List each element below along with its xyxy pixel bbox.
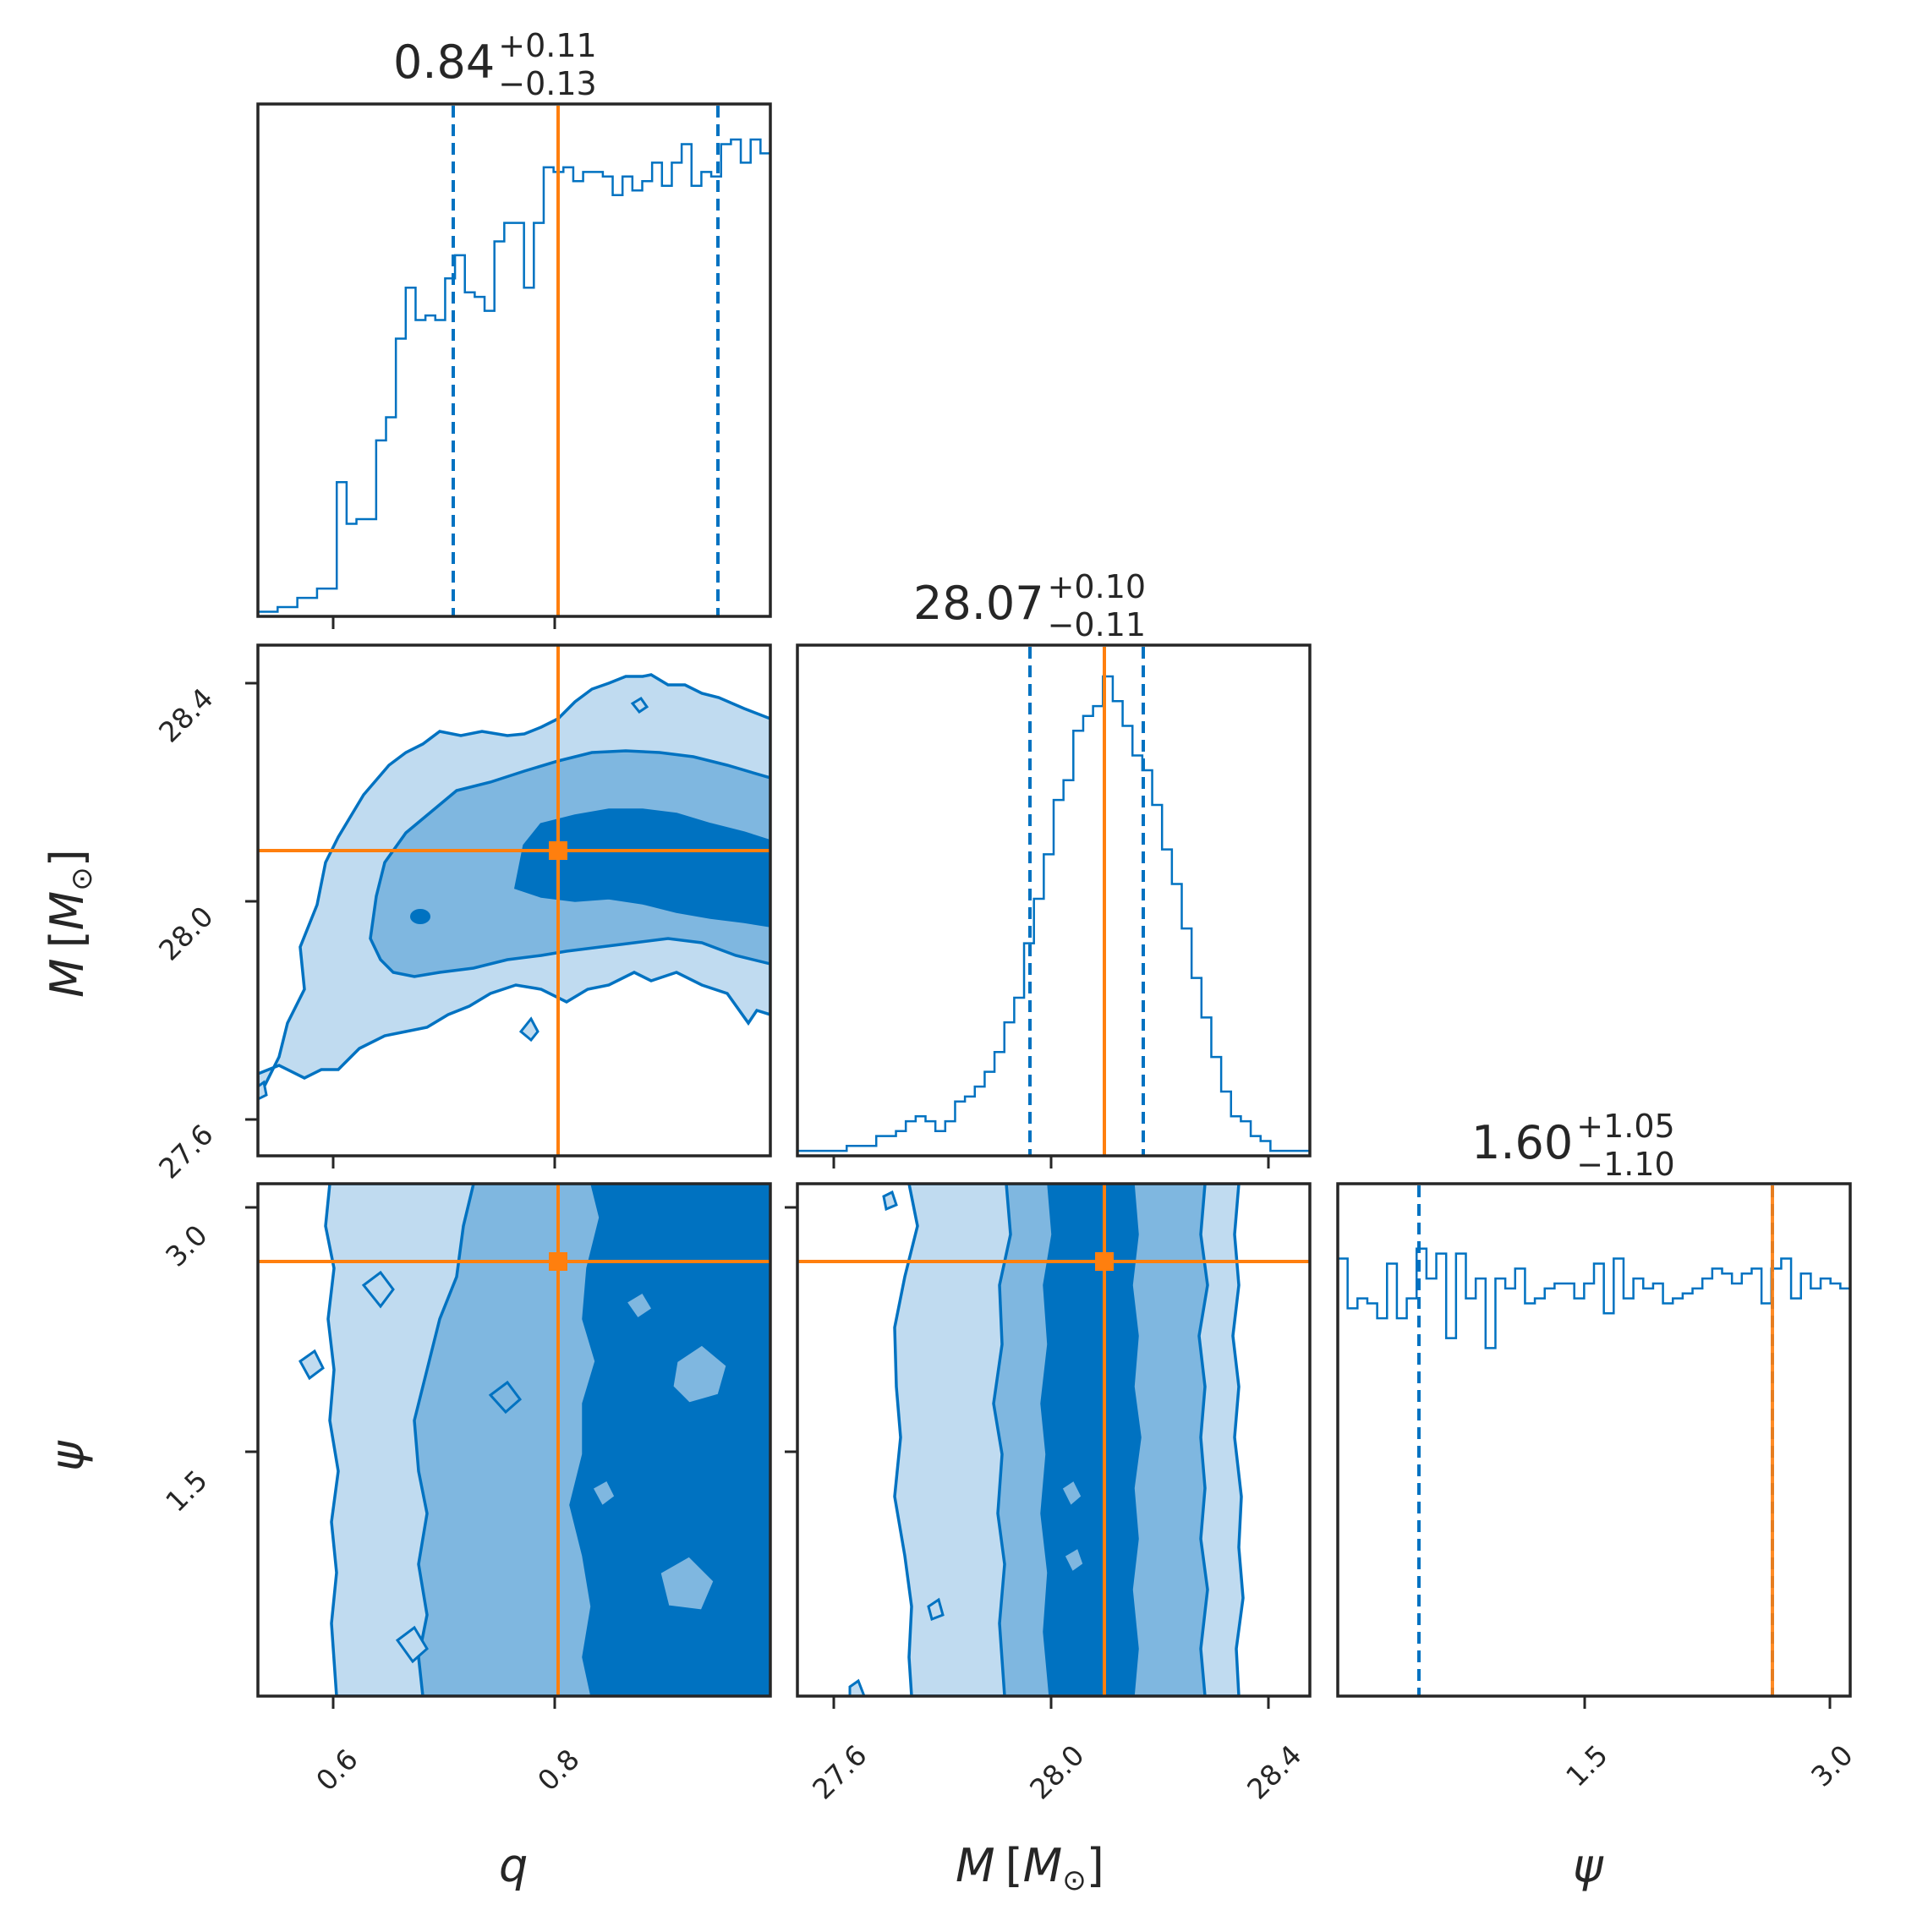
xtick-psi-3.0: 3.0 [1805, 1738, 1860, 1793]
contour-island [589, 1477, 617, 1509]
truth-marker [549, 841, 567, 860]
title-M: 28.07 +0.10 −0.11 [913, 568, 1146, 643]
panel-hist-psi: 1.5 3.0 ψ [1336, 1182, 1860, 1892]
panel-frame [1336, 1182, 1852, 1698]
panel-hist-M [796, 643, 1312, 1158]
contour-island [671, 1343, 729, 1405]
contour-island [882, 1190, 898, 1212]
xlabel-M: M [M⊙] [956, 1839, 1104, 1897]
panel-frame [256, 102, 772, 618]
xtick-M-27.6: 27.6 [806, 1738, 874, 1806]
truth-marker [549, 1252, 567, 1271]
panel-frame [256, 1182, 772, 1698]
shared-x-ticks [331, 616, 1270, 1453]
contour-island [361, 1270, 395, 1309]
title-psi-plus: +1.05 [1576, 1108, 1674, 1145]
contour-island [395, 1625, 429, 1664]
title-M-value: 28.07 [913, 577, 1044, 630]
title-psi: 1.60 +1.05 −1.10 [1471, 1108, 1675, 1183]
title-q: 0.84 +0.11 −0.13 [393, 27, 597, 102]
contour-island [1062, 1545, 1086, 1575]
truth-marker [1095, 1252, 1114, 1271]
panel-q-M: 28.4 28.0 27.6 M[M⊙] [41, 643, 772, 1185]
hist-M-steps [796, 675, 1310, 1156]
contour-island [630, 696, 649, 714]
contour-island [658, 1554, 716, 1612]
xtick-psi-1.5: 1.5 [1559, 1738, 1614, 1793]
contour-island [518, 1016, 540, 1043]
xtick-M-28.4: 28.4 [1241, 1738, 1308, 1806]
title-psi-value: 1.60 [1471, 1116, 1573, 1169]
ytick-psi-3.0: 3.0 [159, 1218, 214, 1273]
contour-island [623, 1289, 655, 1322]
contour-island [1060, 1477, 1084, 1509]
panel-q-psi: 3.0 1.5 ψ 0.6 0.8 q [41, 1182, 772, 1892]
contour-island [258, 1080, 268, 1101]
panel-hist-q [256, 102, 772, 618]
ytick-psi-1.5: 1.5 [159, 1464, 214, 1519]
contour-island [299, 1349, 325, 1381]
panel-frame [796, 643, 1312, 1158]
ylabel-M: M[M⊙] [41, 849, 99, 998]
contour-island [927, 1597, 945, 1621]
title-M-minus: −0.11 [1048, 606, 1146, 643]
panel-M-psi: 27.6 28.0 28.4 M [M⊙] [796, 1182, 1312, 1897]
contour-island [848, 1678, 866, 1696]
xtick-q-0.6: 0.6 [309, 1743, 364, 1798]
contour-island [488, 1380, 523, 1415]
title-q-value: 0.84 [393, 36, 495, 89]
ytick-M-28.4: 28.4 [152, 681, 220, 749]
title-q-minus: −0.13 [498, 65, 596, 102]
xtick-q-0.8: 0.8 [531, 1743, 586, 1798]
hist-q-steps [256, 138, 770, 616]
xtick-M-28.0: 28.0 [1023, 1738, 1091, 1806]
title-M-plus: +0.10 [1048, 568, 1146, 605]
panel-frame [796, 1182, 1312, 1698]
contour-1sigma [569, 1184, 770, 1696]
xlabel-psi: ψ [1573, 1839, 1604, 1892]
ylabel-psi: ψ [41, 1440, 94, 1471]
title-psi-minus: −1.10 [1576, 1146, 1674, 1183]
ytick-M-28.0: 28.0 [152, 900, 220, 967]
ytick-M-27.6: 27.6 [152, 1118, 220, 1185]
title-q-plus: +0.11 [498, 27, 596, 64]
xlabel-q: q [499, 1839, 528, 1892]
contour-1sigma [513, 808, 770, 928]
contour-island [410, 909, 430, 924]
contour-1sigma [1040, 1184, 1142, 1696]
